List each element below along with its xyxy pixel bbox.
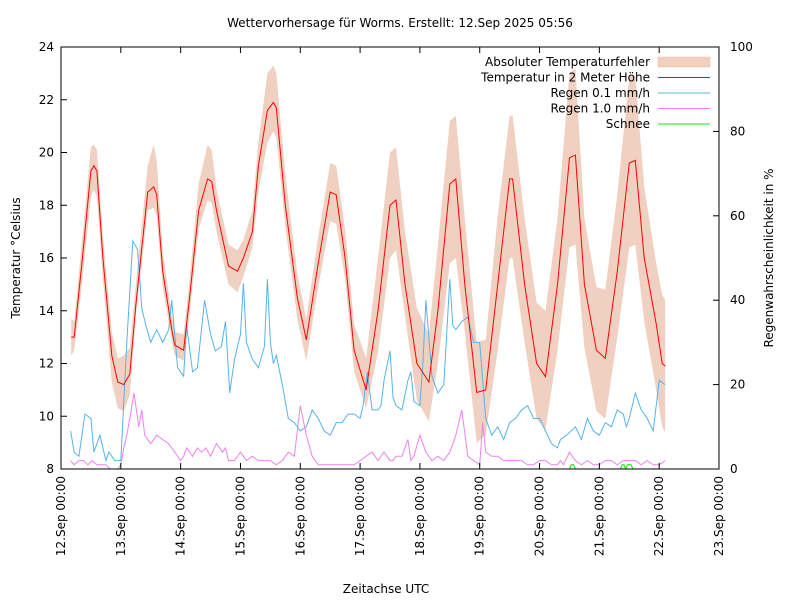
x-tick-label: 15.Sep 00:00 — [233, 476, 247, 556]
rain-1-0-line — [70, 392, 666, 470]
legend-label-snow: Schnee — [606, 117, 650, 131]
y2-tick-label: 100 — [730, 40, 753, 54]
x-tick-label: 13.Sep 00:00 — [114, 476, 128, 556]
plot-area — [70, 65, 666, 471]
y2-tick-label: 0 — [730, 462, 738, 476]
y-tick-label: 20 — [39, 146, 54, 160]
legend-label-error: Absoluter Temperaturfehler — [485, 55, 650, 69]
chart-title: Wettervorhersage für Worms. Erstellt: 12… — [227, 16, 573, 30]
y-axis-right: 0 20 40 60 80 100 — [713, 40, 753, 476]
y2-axis-label: Regenwahrscheinlichkeit in % — [762, 168, 776, 347]
legend: Absoluter Temperaturfehler Temperatur in … — [480, 55, 711, 131]
x-tick-label: 14.Sep 00:00 — [174, 476, 188, 556]
x-tick-label: 22.Sep 00:00 — [652, 476, 666, 556]
x-tick-label: 18.Sep 00:00 — [413, 476, 427, 556]
y-axis-label: Temperatur °Celsius — [9, 197, 23, 319]
x-tick-label: 19.Sep 00:00 — [473, 476, 487, 556]
y2-tick-label: 20 — [730, 378, 745, 392]
x-tick-label: 23.Sep 00:00 — [712, 476, 726, 556]
x-tick-label: 20.Sep 00:00 — [533, 476, 547, 556]
y-tick-label: 8 — [46, 462, 54, 476]
rain-0-1-line — [70, 239, 666, 463]
error-band — [71, 65, 666, 443]
snow-line — [569, 464, 634, 471]
y2-tick-label: 60 — [730, 209, 745, 223]
y-axis-left: 8 10 12 14 16 18 20 22 24 — [39, 40, 67, 476]
x-axis: 12.Sep 00:00 13.Sep 00:00 14.Sep 00:00 15.S… — [54, 47, 726, 556]
legend-label-temp: Temperatur in 2 Meter Höhe — [480, 71, 650, 85]
y-tick-label: 24 — [39, 40, 54, 54]
y-tick-label: 22 — [39, 93, 54, 107]
y-tick-label: 10 — [39, 409, 54, 423]
y-tick-label: 12 — [39, 357, 54, 371]
temperature-line — [71, 101, 666, 394]
legend-label-rain01: Regen 0.1 mm/h — [550, 86, 650, 100]
y-tick-label: 16 — [39, 251, 54, 265]
y2-tick-label: 80 — [730, 124, 745, 138]
y-tick-label: 18 — [39, 198, 54, 212]
x-tick-label: 12.Sep 00:00 — [54, 476, 68, 556]
y2-tick-label: 40 — [730, 293, 745, 307]
x-tick-label: 16.Sep 00:00 — [293, 476, 307, 556]
y-tick-label: 14 — [39, 304, 54, 318]
legend-label-rain10: Regen 1.0 mm/h — [550, 102, 650, 116]
legend-swatch-error — [657, 56, 711, 68]
x-axis-label: Zeitachse UTC — [343, 582, 429, 596]
x-tick-label: 17.Sep 00:00 — [353, 476, 367, 556]
x-tick-label: 21.Sep 00:00 — [592, 476, 606, 556]
